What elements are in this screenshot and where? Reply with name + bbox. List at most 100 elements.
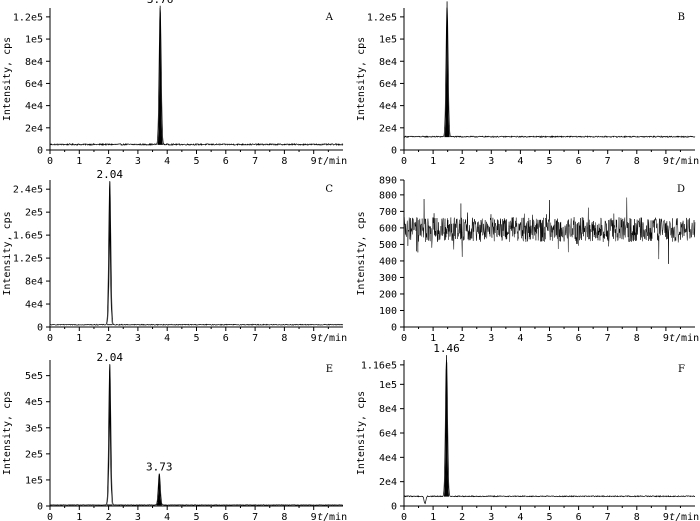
y-tick-label: 600 [379,223,397,234]
x-tick-label: 8 [281,156,287,167]
x-tick-label: 1 [76,156,82,167]
x-axis-title-var: t [317,333,323,344]
x-tick-label: 7 [252,512,258,521]
y-axis-title: Intensity, cps [2,211,13,295]
x-axis-title-unit: /min [323,333,347,344]
y-tick-label: 5e5 [25,371,43,382]
y-tick-label: 800 [379,190,397,201]
peak-3-76 [157,5,164,145]
x-tick-label: 9 [311,333,317,344]
y-tick-label: 4e4 [25,300,43,311]
x-tick-label: 3 [135,156,141,167]
peak-label: 2.04 [97,168,124,181]
panel-a: 0 1 2 3 4 5 6 7 8 9 t/min 0 2e4 4e4 6e4 8e4 1e5 1.2e5 Inte… [2,0,347,167]
x-tick-label: 5 [193,156,199,167]
x-tick-label: 0 [47,512,53,521]
panel-b: 0 1 2 3 4 5 6 7 8 9 t/min 0 2e4 4e4 6e4 8e4 1e5 1.2e5 Inte… [356,0,699,167]
x-tick-label: 0 [47,156,53,167]
panel-label: A [325,12,334,23]
panel-d: 0 1 2 3 4 5 6 7 8 9 t/min 0 100 200 300 400 500 600 700 800… [356,176,699,345]
x-axis-title-unit: /min [675,156,699,167]
x-tick-label: 1 [430,512,436,521]
y-tick-label: 1e5 [25,475,43,486]
x-tick-label: 5 [546,156,552,167]
panel-f: 0 1 2 3 4 5 6 7 8 9 t/min 0 2e4 4e4 6e4 8e4 1e5 1.16e5 Int… [356,342,699,521]
y-tick-label: 6e4 [379,79,397,90]
signal-trace [403,197,696,264]
y-tick-label: 2.4e5 [13,185,43,196]
y-tick-label: 700 [379,207,397,218]
peak-2-04 [106,181,113,326]
panel-e: 0 1 2 3 4 5 6 7 8 9 t/min 0 1e5 2e5 3e5 4e5 5e5 Intensity… [2,351,347,521]
x-tick-label: 7 [605,512,611,521]
peak-label: 2.04 [97,351,124,364]
signal-trace [403,359,696,505]
y-tick-label: 0 [391,502,397,513]
y-tick-label: 8e4 [379,57,397,68]
y-tick-label: 2e4 [379,477,397,488]
x-tick-label: 7 [605,156,611,167]
x-axis-title: t/min [669,333,699,344]
x-tick-label: 1 [76,512,82,521]
panel-label: C [325,184,333,195]
x-tick-label: 0 [401,512,407,521]
x-tick-label: 2 [106,156,112,167]
x-tick-label: 9 [311,512,317,521]
y-tick-label: 0 [37,323,43,334]
x-tick-label: 3 [488,156,494,167]
x-tick-label: 4 [164,512,170,521]
x-axis-title-var: t [317,512,323,521]
x-tick-label: 2 [106,512,112,521]
x-tick-label: 4 [164,333,170,344]
y-axis-title: Intensity, cps [2,37,13,121]
y-tick-label: 200 [379,289,397,300]
x-tick-label: 5 [546,512,552,521]
x-tick-label: 6 [576,156,582,167]
x-tick-label: 3 [135,333,141,344]
y-axis-title: Intensity, cps [356,211,367,295]
y-tick-label: 3e5 [25,423,43,434]
y-tick-label: 4e5 [25,397,43,408]
x-tick-label: 9 [663,156,669,167]
x-tick-label: 3 [135,512,141,521]
peak-label: 1.48 [434,0,461,1]
peak-2-04 [106,364,113,506]
y-axis-title: Intensity, cps [2,391,13,475]
x-axis-title-var: t [669,156,675,167]
x-tick-label: 4 [517,333,523,344]
y-axis-title: Intensity, cps [356,37,367,121]
y-tick-label: 0 [391,323,397,334]
x-axis-title-unit: /min [323,156,347,167]
x-axis-title-unit: /min [675,512,699,521]
x-tick-label: 9 [311,156,317,167]
x-tick-label: 6 [223,512,229,521]
signal-trace [49,7,344,147]
x-tick-label: 8 [634,512,640,521]
x-axis-title: t/min [317,512,347,521]
x-tick-label: 0 [401,156,407,167]
x-axis-title: t/min [317,156,347,167]
peak-1-46 [443,355,450,497]
panel-label: F [678,364,685,375]
x-axis-title-unit: /min [323,512,347,521]
x-tick-label: 7 [605,333,611,344]
y-tick-label: 4e4 [379,101,397,112]
y-tick-label: 4e4 [25,101,43,112]
x-tick-label: 3 [488,512,494,521]
signal-trace [403,7,696,139]
y-tick-label: 300 [379,273,397,284]
x-tick-label: 2 [459,156,465,167]
axis-frame [49,8,343,151]
y-tick-label: 1.2e5 [13,12,43,23]
x-tick-label: 5 [546,333,552,344]
panel-c: 0 1 2 3 4 5 6 7 8 9 t/min 0 4e4 8e4 1.2e5 1.6e5 2e5 2.4e5… [2,168,347,344]
peak-3-73 [156,473,163,506]
axis-frame [49,180,343,328]
y-tick-label: 6e4 [25,79,43,90]
y-axis-title: Intensity, cps [356,391,367,475]
x-tick-label: 9 [663,512,669,521]
y-tick-label: 2e4 [25,123,43,134]
x-tick-label: 5 [193,512,199,521]
peak-1-48 [444,1,451,138]
